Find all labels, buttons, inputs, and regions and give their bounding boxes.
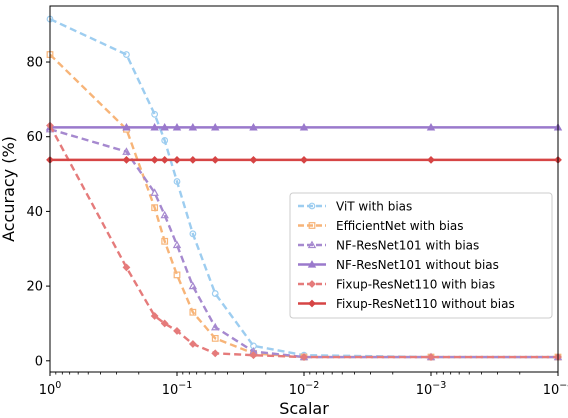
data-point [249,122,258,131]
data-point [188,122,198,131]
data-point [173,271,181,279]
legend-entry-label: ViT with bias [336,200,412,214]
data-point [211,155,220,164]
axes: 0 20 40 60 80 100 10−1 10−2 10−3 10−4 [26,56,568,398]
series-4 [46,121,562,361]
data-point [173,155,181,164]
data-point [300,155,308,164]
data-point [249,351,258,360]
x-tick-label: 10−2 [289,380,320,398]
series-line [49,128,558,359]
y-tick-label: 60 [26,130,43,145]
legend-marker [307,240,317,249]
x-axis-label: Scalar [279,399,329,418]
data-point [150,122,159,131]
legend-entry-label: NF-ResNet101 without bias [336,258,499,272]
legend-marker [308,222,316,229]
data-point [122,263,131,272]
data-point [122,122,131,131]
data-point [172,122,182,131]
legend-marker [308,202,316,210]
legend-entry-label: Fixup-ResNet110 without bias [336,297,515,311]
data-point [188,340,197,348]
data-point [151,110,159,118]
series-line [49,17,558,359]
x-tick-label: 100 [39,380,62,398]
data-point [188,281,198,290]
legend-entry-label: EfficientNet with bias [336,219,464,233]
data-point [173,178,181,185]
data-point [123,51,130,58]
x-tick-label: 10−1 [162,380,193,398]
data-point [173,327,181,335]
series-line [49,53,558,359]
data-point [211,349,220,358]
data-point [188,155,197,164]
data-point [211,334,219,342]
legend: ViT with bias EfficientNet with bias NF-Re… [289,192,553,319]
series-3 [45,122,563,131]
data-point [160,122,169,131]
data-point [249,155,258,164]
legend-entry-label: NF-ResNet101 with bias [336,239,479,253]
data-point [160,210,169,219]
legend-marker [308,299,316,308]
data-point [160,155,169,164]
data-point [172,240,182,249]
legend-marker [307,260,317,268]
data-point [161,137,169,144]
data-point [211,322,220,331]
data-point [150,312,159,320]
data-point [211,290,219,297]
legend-entry-label: Fixup-ResNet110 with bias [336,278,495,292]
y-tick-label: 80 [26,56,43,71]
data-point [427,155,435,164]
legend-box [289,192,553,319]
data-point [151,204,159,212]
data-point [150,188,159,196]
y-tick-label: 0 [35,354,43,369]
data-point [189,308,197,316]
series-5 [46,155,562,164]
y-tick-label: 40 [26,205,43,220]
x-tick-label: 10−3 [416,380,447,398]
data-point [161,237,169,245]
y-tick-label: 20 [26,280,43,295]
data-point [211,122,220,131]
data-point [122,147,131,155]
data-point [300,353,308,361]
data-point [426,122,436,131]
data-point [189,230,197,238]
x-tick-label: 10−4 [543,380,568,398]
data-point [150,155,159,164]
series-layer [45,15,563,361]
data-point [122,155,131,164]
data-point [299,122,309,131]
data-point [160,319,169,328]
data-point [427,353,435,361]
legend-marker [308,280,316,288]
y-axis-label: Accuracy (%) [0,136,18,242]
